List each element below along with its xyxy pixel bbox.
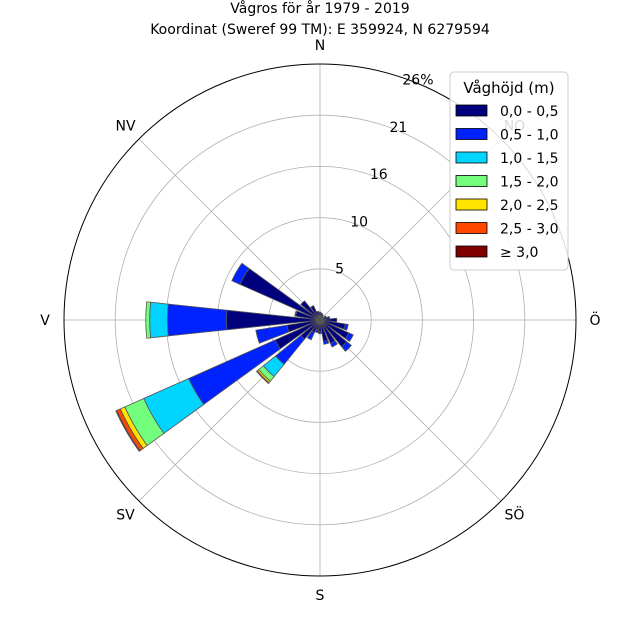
bar-dir240-bin6 xyxy=(115,409,141,452)
legend: Våghöjd (m) 0,0 - 0,5 0,5 - 1,0 1,0 - 1,5 1… xyxy=(449,71,569,271)
bar-dir315-bin0 xyxy=(300,300,321,321)
legend-swatch-5 xyxy=(455,222,488,234)
bar-dir285-bin1 xyxy=(294,310,298,317)
legend-label-4: 2,0 - 2,5 xyxy=(500,198,558,214)
bar-dir255-bin1 xyxy=(255,324,290,344)
ring-label-4: 26% xyxy=(402,72,433,88)
ring-label-0: 5 xyxy=(335,262,344,278)
outer-frame xyxy=(63,63,577,577)
bar-dir165-bin1 xyxy=(322,339,330,345)
legend-swatch-0 xyxy=(455,104,488,117)
bar-dir120-bin1 xyxy=(344,332,354,342)
bar-dir225-bin5 xyxy=(255,370,270,385)
ring-labels: 5 10 16 21 26% xyxy=(335,72,433,277)
grid-spoke-3 xyxy=(319,319,502,502)
bar-dir105-bin1 xyxy=(343,323,349,331)
bar-dir345-bin0 xyxy=(316,310,321,321)
bar-dir210-bin1 xyxy=(306,330,315,341)
rose-bars xyxy=(115,262,354,452)
chart-title: Vågros för år 1979 - 2019 xyxy=(230,0,409,17)
polar-grid xyxy=(64,64,576,576)
bar-dir300-bin1 xyxy=(231,262,250,285)
direction-label-4: S xyxy=(316,588,325,604)
bar-dir90-bin0 xyxy=(319,317,338,323)
bar-dir135-bin1 xyxy=(341,341,352,352)
legend-box xyxy=(449,71,569,271)
bar-dir270-bin3 xyxy=(145,301,152,339)
legend-label-0: 0,0 - 0,5 xyxy=(500,104,558,120)
direction-label-3: SÖ xyxy=(505,505,525,523)
legend-label-5: 2,5 - 3,0 xyxy=(500,222,558,238)
legend-label-2: 1,0 - 1,5 xyxy=(500,151,558,167)
ring-label-2: 16 xyxy=(370,167,388,183)
legend-swatch-6 xyxy=(455,245,488,258)
legend-swatch-2 xyxy=(455,151,488,164)
legend-title: Våghöjd (m) xyxy=(463,79,554,97)
direction-label-0: N xyxy=(315,38,325,54)
ring-label-3: 21 xyxy=(389,120,407,136)
ring-label-1: 10 xyxy=(350,214,368,230)
grid-spoke-7 xyxy=(138,138,321,321)
chart-subtitle: Koordinat (Sweref 99 TM): E 359924, N 62… xyxy=(150,22,490,38)
bar-dir330-bin0 xyxy=(310,305,321,321)
bar-dir75-bin0 xyxy=(319,315,331,321)
bar-dir300-bin0 xyxy=(239,267,321,321)
bar-dir0-bin0 xyxy=(318,311,322,321)
bar-dir270-bin2 xyxy=(149,301,169,339)
legend-swatch-3 xyxy=(455,175,488,187)
direction-label-6: V xyxy=(40,313,50,329)
direction-label-2: Ö xyxy=(589,311,600,329)
direction-label-7: NV xyxy=(116,119,136,135)
legend-label-6: ≥ 3,0 xyxy=(500,245,538,261)
legend-label-1: 0,5 - 1,0 xyxy=(500,128,558,144)
direction-label-5: SV xyxy=(116,507,135,523)
bar-dir195-bin1 xyxy=(314,328,319,334)
legend-swatch-4 xyxy=(455,198,488,211)
legend-label-3: 1,5 - 2,0 xyxy=(500,175,558,191)
bar-dir180-bin1 xyxy=(318,331,322,335)
legend-swatch-1 xyxy=(455,128,488,140)
bar-dir150-bin1 xyxy=(329,340,338,348)
